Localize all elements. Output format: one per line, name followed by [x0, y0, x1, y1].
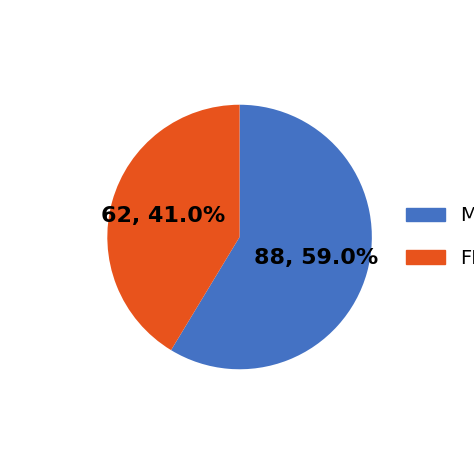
- Wedge shape: [107, 105, 239, 350]
- Text: 88, 59.0%: 88, 59.0%: [254, 248, 378, 268]
- Text: 62, 41.0%: 62, 41.0%: [101, 206, 225, 226]
- Wedge shape: [171, 105, 372, 369]
- Legend: MALE, FEMALE: MALE, FEMALE: [398, 199, 474, 275]
